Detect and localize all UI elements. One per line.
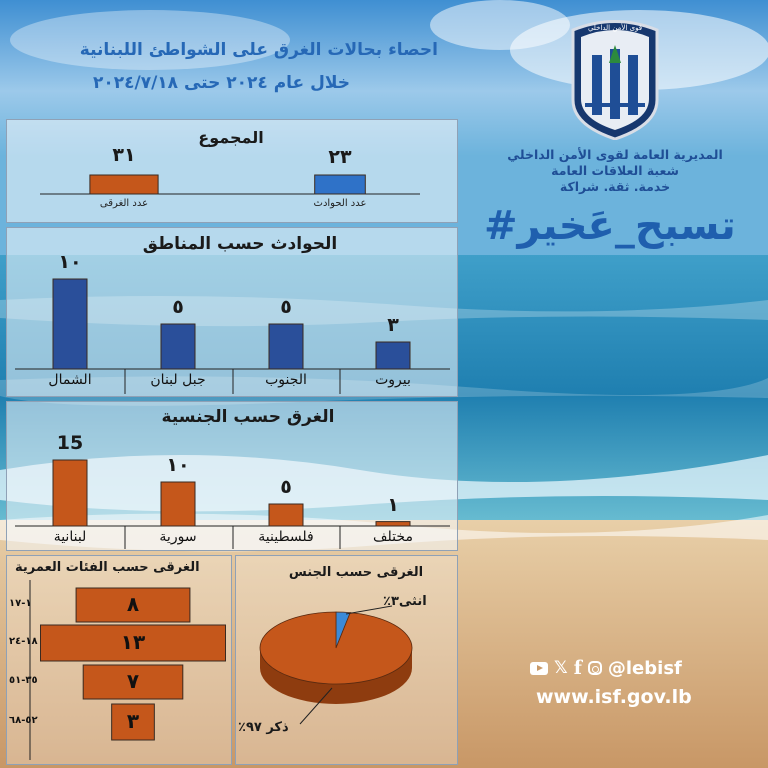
- pie-leader-female: [345, 605, 393, 615]
- totals-title: المجموع: [198, 128, 264, 147]
- total-drowned-value: ٣١: [112, 144, 136, 166]
- total-incidents-value: ٢٣: [328, 146, 352, 168]
- pie-label-male: ذكر ٩٧٪: [238, 720, 289, 735]
- facebook-icon[interactable]: f: [573, 657, 582, 679]
- age-bar-2: [82, 664, 184, 700]
- nationality-bar-1: [268, 503, 304, 527]
- region-value-3: ١٠: [58, 251, 82, 273]
- nationality-category-3: لبنانية: [53, 529, 87, 545]
- age-value-0: ٨: [126, 592, 140, 616]
- region-category-2: جبل لبنان: [150, 372, 206, 388]
- logo-line-2: شعبة العلاقات العامة: [551, 163, 679, 178]
- age-category-0: ١-١٧: [9, 598, 32, 609]
- age-value-1: ١٣: [120, 630, 146, 654]
- region-category-3: الشمال: [48, 372, 92, 388]
- emblem-text: قوى الأمن الداخلي: [587, 24, 643, 32]
- social-row: 𝕏 f @lebisf: [530, 657, 682, 679]
- region-value-1: ٥: [280, 296, 292, 318]
- region-value-0: ٣: [387, 314, 399, 336]
- logo-line-1: المديرية العامة لقوى الأمن الداخلي: [507, 147, 723, 162]
- total-drowned-label: عدد الغرقى: [99, 198, 149, 209]
- total-incidents-label: عدد الحوادث: [313, 198, 367, 209]
- age-category-1: ١٨-٢٤: [9, 636, 38, 647]
- isf-emblem-logo: [571, 20, 659, 140]
- nationality-value-3: 15: [56, 432, 84, 454]
- nationality-bar-3: [52, 459, 88, 527]
- x-icon[interactable]: 𝕏: [554, 658, 568, 678]
- pie-label-female: انثى٣٪: [383, 594, 427, 609]
- social-handle[interactable]: @lebisf: [607, 657, 682, 679]
- header-line-1: احصاء بحالات الغرق على الشواطئ اللبنانية: [79, 40, 438, 60]
- region-bar-2: [160, 323, 196, 370]
- region-bar-3: [52, 278, 88, 370]
- age-value-2: ٧: [126, 669, 140, 693]
- age-bar-0: [75, 587, 191, 623]
- instagram-icon[interactable]: [587, 661, 602, 675]
- nationality-title: الغرق حسب الجنسية: [161, 407, 335, 427]
- region-bar-0: [375, 341, 411, 370]
- hashtag: #تسبح_عَخير: [484, 203, 736, 249]
- panel-totals: [6, 119, 458, 223]
- region-bar-1: [268, 323, 304, 370]
- age-bar-1: [40, 624, 226, 662]
- pie-leader-male: [299, 687, 333, 725]
- age-category-3: ٥٢-٦٨: [9, 715, 38, 726]
- nationality-value-1: ٥: [280, 476, 292, 498]
- nationality-value-0: ١: [387, 493, 399, 516]
- region-category-1: الجنوب: [265, 372, 307, 388]
- nationality-bar-0: [375, 521, 411, 527]
- age-category-2: ٣٥-٥١: [9, 675, 38, 686]
- age-bar-3: [111, 703, 155, 741]
- region-value-2: ٥: [172, 296, 184, 318]
- nationality-category-2: سورية: [159, 529, 197, 545]
- youtube-icon[interactable]: [530, 661, 548, 675]
- pie-side: [260, 648, 412, 704]
- age-value-3: ٣: [126, 709, 140, 733]
- logo-line-3: خدمة. ثقة. شراكة: [559, 179, 671, 194]
- nationality-category-0: مختلف: [373, 529, 413, 545]
- regions-title: الحوادث حسب المناطق: [142, 234, 338, 254]
- gender-title: الغرقى حسب الجنس: [288, 565, 424, 580]
- total-bar-drowned: [89, 174, 159, 195]
- age-title: الغرقى حسب الفئات العمرية: [15, 560, 200, 575]
- nationality-category-1: فلسطينية: [258, 529, 314, 545]
- nationality-value-2: ١٠: [166, 454, 190, 476]
- total-bar-incidents: [314, 174, 366, 195]
- nationality-bar-2: [160, 481, 196, 527]
- header-line-2: خلال عام ٢٠٢٤ حتى ٢٠٢٤/٧/١٨: [92, 73, 350, 93]
- website-link[interactable]: www.isf.gov.lb: [536, 686, 692, 708]
- pie-slice-1: [259, 611, 413, 685]
- region-category-0: بيروت: [375, 372, 411, 388]
